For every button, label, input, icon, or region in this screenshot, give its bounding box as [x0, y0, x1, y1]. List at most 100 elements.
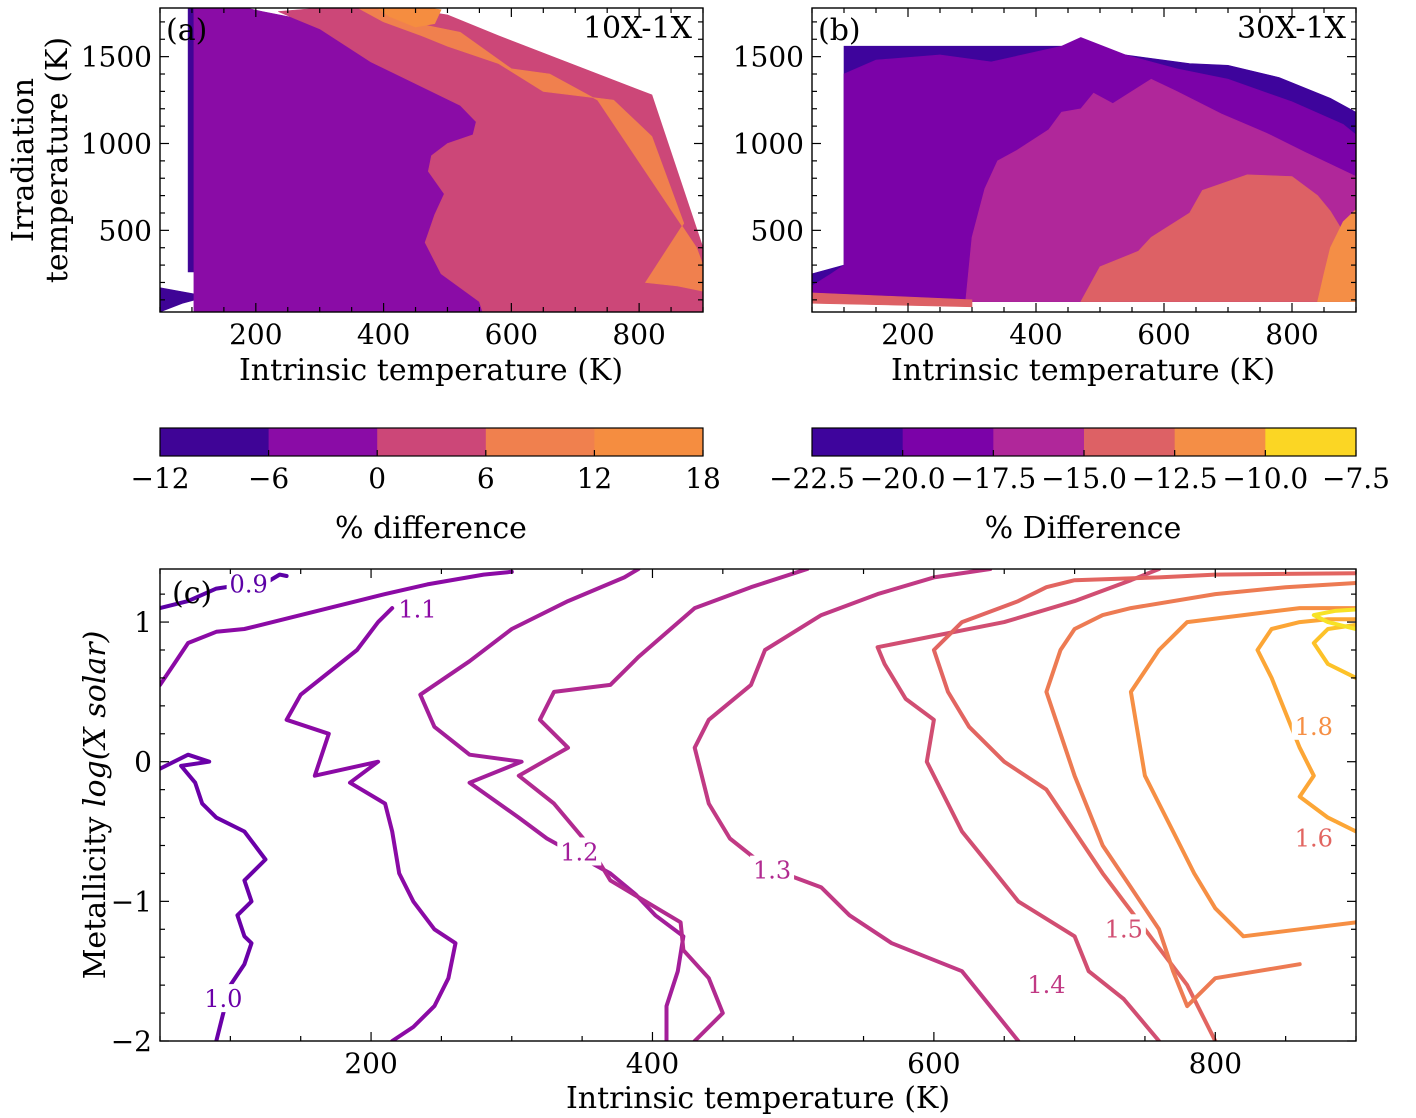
contour-label: 1.2 [560, 838, 598, 866]
contour-label-bg [1291, 711, 1336, 740]
panel-a-ylabel-line1: Irradiation [6, 78, 41, 242]
cbar-b-tick-label: −12.5 [1132, 462, 1218, 495]
contour-line-12 [1311, 622, 1356, 680]
cbar-b-tick-label: −10.0 [1222, 462, 1308, 495]
panel-b-annotation: 30X-1X [1237, 11, 1347, 46]
cbar-a-tick-label: 12 [577, 462, 613, 495]
panel-a-ytick-label: 500 [99, 214, 152, 247]
contour-label-bg [201, 984, 246, 1013]
panel-b-xtick-label: 800 [1265, 318, 1318, 351]
panel-c-xtick-label: 600 [907, 1047, 960, 1080]
contour-line-3 [284, 606, 458, 1041]
cbar-b-swatch-0 [812, 428, 904, 456]
panel-c-ylabel-italic: log(X solar) [78, 631, 113, 807]
panel-b: 200 400 600 800 500 1000 1500 (b) 30X-1X Intri… [733, 7, 1357, 388]
panel-a-annotation: 10X-1X [583, 11, 693, 46]
contour-label: 1.0 [204, 985, 242, 1013]
panel-a-xtick-label: 800 [612, 318, 665, 351]
contour-label-bg [1101, 914, 1146, 943]
contour-line-4 [418, 569, 686, 1041]
colorbar-a-label: % difference [335, 511, 527, 546]
panel-b-region-4 [1317, 209, 1356, 302]
cbar-a-tick-label: 6 [477, 462, 495, 495]
panel-c-ytick-label: 1 [134, 606, 152, 639]
panel-a-label: (a) [166, 13, 207, 48]
cbar-b-tick-label: −22.5 [769, 462, 855, 495]
colorbar-b: −22.5 −20.0 −17.5 −15.0 −12.5 −10.0 −7.5 [769, 427, 1390, 495]
panel-c: 0.9 1.0 1.1 1.2 1.3 1.4 1.5 1.6 1.8 200 400 600 800… [78, 568, 1357, 1116]
panel-a-ticks: 200 400 600 800 500 1000 1500 [81, 8, 704, 351]
panel-a-ytick-label: 1500 [81, 41, 152, 74]
cbar-b-swatch-3 [1084, 428, 1176, 456]
panel-a-xtick-label: 600 [485, 318, 538, 351]
panel-a-xtick-label: 200 [229, 318, 282, 351]
panel-a-region-4 [357, 8, 703, 292]
panel-c-ticks: 200 400 600 800 −2 −1 0 1 [111, 569, 1357, 1080]
panel-c-ytick-label: −2 [111, 1025, 152, 1058]
panel-b-xlabel: Intrinsic temperature (K) [891, 353, 1275, 388]
panel-c-xtick-label: 800 [1189, 1047, 1242, 1080]
panel-a-region-3 [278, 8, 703, 312]
panel-a-ytick-label: 1000 [81, 127, 152, 160]
panel-a: 200 400 600 800 500 1000 1500 (a) 10X-1X Intri… [6, 7, 704, 388]
panel-a-ylabel-line2: temperature (K) [40, 37, 75, 283]
panel-b-ytick-label: 500 [751, 214, 804, 247]
cbar-a-tick-label: −12 [130, 462, 189, 495]
contour-line-11 [1255, 617, 1356, 834]
panel-c-frame [159, 568, 1357, 1042]
contour-line-10 [1128, 606, 1356, 939]
cbar-a-swatch-3 [485, 428, 595, 456]
contour-line-5 [516, 569, 810, 1041]
cbar-b-tick-label: −15.0 [1041, 462, 1127, 495]
contour-line-8 [931, 571, 1356, 1041]
panel-b-xtick-label: 200 [881, 318, 934, 351]
panel-c-label: (c) [172, 576, 212, 611]
panel-b-ticks: 200 400 600 800 500 1000 1500 [733, 8, 1357, 351]
panel-c-ylabel: Metallicity log(X solar) [78, 631, 113, 980]
panel-c-contour-labels: 0.9 1.0 1.1 1.2 1.3 1.4 1.5 1.6 1.8 [201, 569, 1336, 1013]
panel-c-xtick-label: 400 [626, 1047, 679, 1080]
cbar-a-swatch-2 [377, 428, 487, 456]
contour-label-bg [226, 569, 271, 598]
panel-c-ytick-label: −1 [111, 885, 152, 918]
contour-label-bg [1291, 823, 1336, 852]
panel-a-frame [159, 7, 704, 313]
panel-b-contour-fills [812, 37, 1356, 308]
cbar-b-swatch-5 [1265, 428, 1357, 456]
panel-a-contour-fills [160, 8, 703, 312]
contour-label: 1.3 [753, 857, 791, 885]
panel-b-frame [811, 7, 1357, 313]
cbar-b-swatch-4 [1174, 428, 1266, 456]
contour-label: 1.4 [1027, 971, 1065, 999]
contour-line-2 [160, 569, 514, 687]
panel-c-xtick-label: 200 [344, 1047, 397, 1080]
panel-b-label: (b) [818, 13, 861, 48]
colorbar-a: −12 −6 0 6 12 18 [130, 427, 721, 495]
cbar-b-swatch-1 [902, 428, 994, 456]
cbar-a-swatch-1 [268, 428, 378, 456]
contour-label: 1.5 [1105, 915, 1143, 943]
contour-line-6 [692, 569, 1021, 1041]
panel-c-xlabel: Intrinsic temperature (K) [566, 1081, 950, 1116]
cbar-b-tick-label: −7.5 [1322, 462, 1390, 495]
cbar-a-swatch-4 [594, 428, 704, 456]
panel-b-ytick-label: 1000 [733, 127, 804, 160]
panel-a-xlabel: Intrinsic temperature (K) [239, 353, 623, 388]
cbar-a-tick-label: 18 [685, 462, 721, 495]
contour-label-bg [1024, 970, 1069, 999]
contour-line-9 [1044, 581, 1356, 1009]
contour-label: 1.6 [1295, 825, 1333, 853]
panel-b-xtick-label: 400 [1009, 318, 1062, 351]
colorbar-b-label: % Difference [985, 511, 1182, 546]
cbar-b-swatch-2 [993, 428, 1085, 456]
contour-line-13 [1311, 607, 1356, 631]
contour-label: 1.8 [1295, 713, 1333, 741]
contour-label: 0.9 [230, 570, 268, 598]
contour-label: 1.1 [398, 595, 436, 623]
contour-label-bg [750, 855, 795, 884]
panel-b-xtick-label: 600 [1137, 318, 1190, 351]
cbar-a-tick-label: −6 [248, 462, 289, 495]
panel-a-region-0 [160, 287, 208, 312]
cbar-a-tick-label: 0 [368, 462, 386, 495]
